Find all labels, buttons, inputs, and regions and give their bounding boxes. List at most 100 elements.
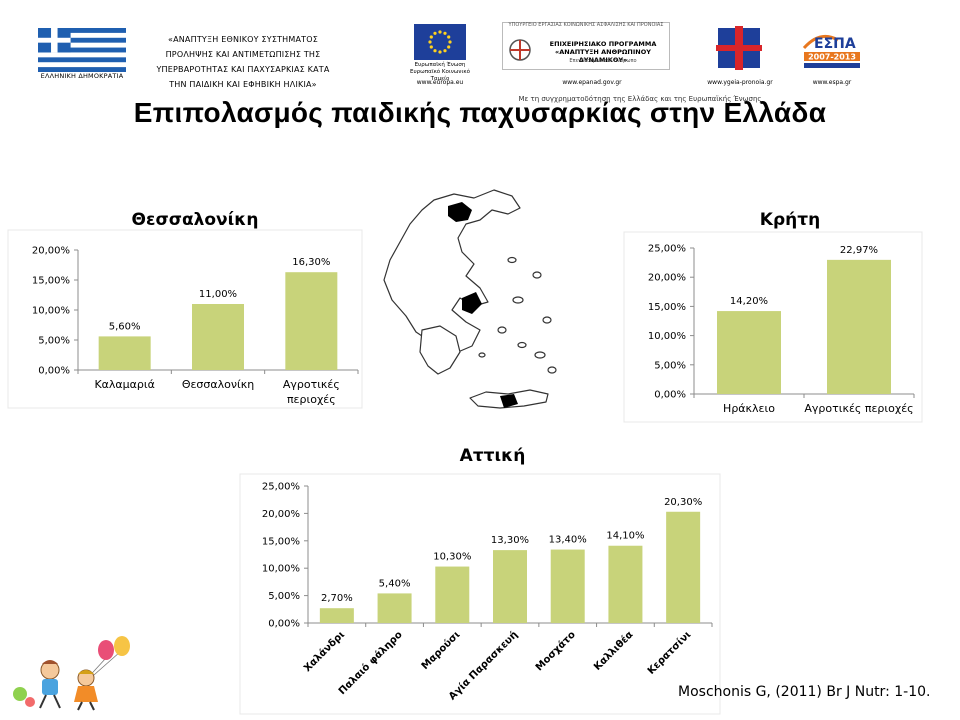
chart-title-thessaloniki: Θεσσαλονίκη [131,210,259,230]
map-peloponnese [419,325,461,375]
bar [550,549,585,623]
map-island [512,296,524,304]
chart-title-crete: Κρήτη [759,210,821,230]
map-island [507,256,517,264]
bar [608,545,643,623]
bar [717,311,781,394]
bar [285,272,338,370]
category-label: Μοσχάτο [533,629,578,674]
category-label: Μαρούσι [419,629,462,672]
page-title: Επιπολασμός παιδικής παχυσαρκίας στην Ελ… [133,97,827,128]
eu-flag-icon [414,24,466,60]
bar [377,593,412,623]
project-title: «ΑΝΑΠΤΥΞΗ ΕΘΝΙΚΟΥ ΣΥΣΤΗΜΑΤΟΣ ΠΡΟΛΗΨΗΣ ΚΑ… [140,32,346,92]
category-label: Αγροτικές [283,378,340,391]
map-island [517,341,527,349]
map-island [547,366,557,374]
eu-caption: Ευρωπαϊκή Ένωση Ευρωπαϊκό Κοινωνικό Ταμε… [410,62,470,82]
greece-map [383,189,557,409]
data-label: 13,40% [549,535,587,546]
category-label: Ηράκλειο [723,402,775,415]
greek-flag-icon [38,28,126,72]
data-label: 14,10% [606,531,644,542]
map-island [534,351,546,359]
bar [319,608,354,623]
map-island [542,316,552,324]
data-label: 14,20% [730,296,768,307]
chart-frame [7,229,363,409]
bar [435,566,470,623]
map-island [497,326,507,334]
bar [493,550,527,623]
bar [192,304,244,370]
y-tick-label: 0,00% [654,390,686,401]
chart-crete: 0,00% 5,00% 10,00% 15,00% 20,00% 25,00% 14,20%… [623,231,923,423]
y-tick-label: 25,00% [262,482,300,493]
data-label: 5,60% [109,321,141,332]
kids-illustration [13,636,130,711]
category-label: Καλαμαριά [94,378,154,391]
chart-title-attica: Αττική [459,446,526,466]
data-label: 2,70% [321,593,353,604]
logo-strip: ΕΛΛΗΝΙΚΗ ΔΗΜΟΚΡΑΤΙΑ «ΑΝΑΠΤΥΞΗ ΕΘΝΙΚΟΥ ΣΥ… [0,0,960,103]
espa-name: ΕΣΠΑ [814,36,856,52]
category-label: Παλαιό φάληρο [336,629,405,698]
bar [98,336,151,370]
flag-caption: ΕΛΛΗΝΙΚΗ ΔΗΜΟΚΡΑΤΙΑ [40,72,124,80]
y-tick-label: 10,00% [648,331,686,342]
chart-frame [623,231,923,423]
op-name: ΕΠΙΧΕΙΡΗΣΙΑΚΟ ΠΡΟΓΡΑΜΜΑ «ΑΝΑΠΤΥΞΗ ΑΝΘΡΩΠ… [549,40,657,64]
ministry-health-icon [716,26,762,70]
data-label: 20,30% [664,497,702,508]
project-title-line: «ΑΝΑΠΤΥΞΗ ΕΘΝΙΚΟΥ ΣΥΣΤΗΜΑΤΟΣ [167,35,318,44]
ministry-url: www.ygeia-pronoia.gr [707,79,773,86]
map-region-attica [462,292,482,314]
category-label: Αγροτικές περιοχές [804,402,913,415]
y-tick-label: 20,00% [648,273,686,284]
y-tick-label: 20,00% [262,509,300,520]
op-ministry-line: ΥΠΟΥΡΓΕΙΟ ΕΡΓΑΣΙΑΣ ΚΟΙΝΩΝΙΚΗΣ ΑΣΦΑΛΙΣΗΣ … [508,22,664,28]
y-tick-label: 15,00% [648,302,686,313]
y-tick-label: 25,00% [648,244,686,255]
category-label: περιοχές [287,393,336,406]
chart-attica: 0,00% 5,00% 10,00% 15,00% 20,00% 25,00% 2,70% Χ… [239,473,721,715]
espa-logo-icon: ΕΣΠΑ 2007-2013 [802,34,860,68]
chart-thessaloniki: 0,00% 5,00% 10,00% 15,00% 20,00% 5,60% Καλαμαρ… [7,229,363,409]
y-tick-label: 5,00% [654,360,686,371]
map-mainland [383,189,521,367]
data-label: 5,40% [379,578,411,589]
category-label: Καλλιθέα [591,629,635,673]
data-label: 16,30% [292,257,330,268]
category-label: Κερατσίνι [645,629,693,677]
category-label: Χαλάνδρι [301,629,347,675]
eu-url: www.europa.eu [416,79,464,86]
y-tick-label: 0,00% [268,619,300,630]
project-title-line: ΤΗΝ ΠΑΙΔΙΚΗ ΚΑΙ ΕΦΗΒΙΚΗ ΗΛΙΚΙΑ» [169,80,317,89]
project-title-line: ΠΡΟΛΗΨΗΣ ΚΑΙ ΑΝΤΙΜΕΤΩΠΙΣΗΣ ΤΗΣ [165,50,321,59]
citation: Moschonis G, (2011) Br J Nutr: 1-10. [678,684,931,700]
bar [827,259,891,394]
op-slogan: Επενδύουμε στον άνθρωπο [569,58,637,64]
y-tick-label: 0,00% [38,366,70,377]
data-label: 11,00% [199,289,237,300]
category-label: Θεσσαλονίκη [182,378,254,391]
map-island [478,352,486,358]
data-label: 22,97% [840,245,878,256]
espa-url: www.espa.gr [812,79,852,86]
operational-programme-logo [502,22,670,70]
cofunding-text: Με τη συγχρηματοδότηση της Ελλάδας και τ… [518,95,762,103]
y-tick-label: 20,00% [32,246,70,257]
y-tick-label: 15,00% [32,276,70,287]
map-island [532,271,542,279]
bar [666,511,701,623]
map-region-heraklion [500,394,518,408]
data-label: 13,30% [491,535,529,546]
y-tick-label: 5,00% [268,591,300,602]
y-tick-label: 15,00% [262,536,300,547]
project-title-line: ΥΠΕΡΒΑΡΟΤΗΤΑΣ ΚΑΙ ΠΑΧΥΣΑΡΚΙΑΣ ΚΑΤΑ [156,65,330,74]
espa-years: 2007-2013 [808,53,856,62]
op-url: www.epanad.gov.gr [562,79,622,86]
y-tick-label: 10,00% [262,564,300,575]
chart-frame [239,473,721,715]
